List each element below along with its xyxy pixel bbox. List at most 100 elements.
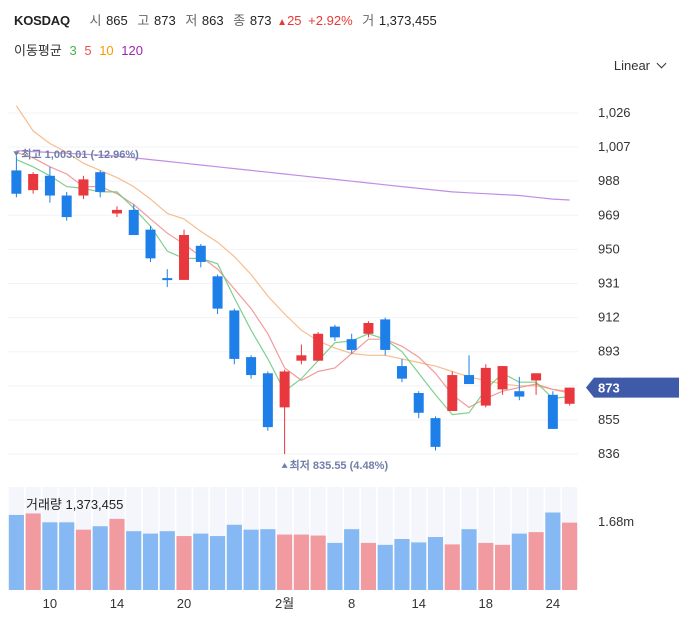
candle-body: [128, 209, 139, 236]
candle-body: [61, 195, 72, 218]
candle-body: [279, 371, 290, 408]
candle-body: [212, 276, 223, 309]
candle-body: [547, 394, 558, 429]
last-price-label: 873: [598, 381, 620, 396]
candle-body: [514, 391, 525, 397]
low-marker-icon: [281, 462, 288, 468]
volume-panel-title: 거래량 1,373,455: [26, 494, 123, 513]
date-tick-label: 10: [43, 596, 57, 611]
date-axis: 10 14 20 2월 8 14 18 24: [43, 596, 560, 611]
date-tick-label: 18: [479, 596, 493, 611]
candle-body: [78, 179, 89, 196]
open-label: 시: [89, 13, 102, 28]
price-tick-label: 1,026: [598, 105, 631, 120]
volume-label: 거: [362, 13, 375, 28]
scale-mode-label: Linear: [613, 58, 650, 73]
candle-body: [28, 173, 39, 191]
volume-bar: [394, 538, 410, 590]
volume-bars: [8, 512, 578, 590]
low-value: 863: [201, 13, 224, 28]
candle-body: [313, 333, 324, 361]
price-tick-label: 855: [598, 412, 620, 427]
volume-bar: [377, 544, 393, 590]
volume-bar: [411, 542, 427, 590]
candle-body: [11, 170, 22, 194]
price-tick-label: 988: [598, 173, 620, 188]
volume-bar: [59, 522, 75, 590]
ma-10-label: 10: [99, 43, 114, 58]
volume-bar: [176, 536, 192, 590]
low-annotation: 최저 835.55 (4.48%): [290, 458, 389, 472]
candle-body: [162, 278, 173, 281]
annotations: 최고 1,003.01 (-12.96%) 최저 835.55 (4.48%): [13, 147, 388, 472]
high-marker-icon: [13, 151, 20, 157]
volume-bar: [277, 534, 293, 590]
volume-bar: [75, 529, 92, 590]
candle-body: [179, 235, 190, 280]
volume-bar: [444, 544, 460, 590]
candle-body: [329, 326, 340, 338]
volume-bar: [562, 522, 578, 590]
change-value: 25: [287, 13, 302, 28]
volume-bar: [25, 513, 41, 590]
candle-body: [145, 229, 156, 259]
ma3-path: [16, 159, 570, 416]
volume-bar: [159, 531, 175, 590]
volume-bar: [494, 544, 511, 590]
ma5-path: [16, 151, 570, 409]
volume-value: 1,373,455: [378, 13, 437, 28]
volume-bar: [545, 512, 561, 590]
candle-body: [413, 393, 424, 413]
volume-bar: [344, 529, 360, 590]
ma-5-line: [16, 151, 570, 409]
candles: [11, 156, 575, 455]
ma-10-line: [15, 105, 570, 392]
high-label: 고: [137, 13, 150, 28]
volume-bar: [8, 514, 24, 590]
volume-bar: [360, 542, 377, 590]
date-tick-label: 2월: [275, 596, 294, 611]
date-tick-label: 8: [348, 596, 355, 611]
ma-120-line: [16, 150, 570, 201]
volume-bar: [226, 524, 242, 590]
candle-body: [464, 375, 475, 385]
ma10-path: [15, 105, 570, 392]
volume-bar: [243, 529, 259, 590]
candle-body: [95, 172, 106, 192]
candle-body: [564, 387, 575, 404]
volume-bar: [293, 534, 309, 590]
open-value: 865: [106, 13, 128, 28]
change-up-icon: ▲: [277, 17, 288, 28]
volume-bar: [511, 533, 527, 590]
volume-bar: [209, 536, 226, 590]
candle-body: [44, 175, 55, 196]
change-percent: +2.92%: [308, 13, 353, 28]
volume-bar: [126, 531, 142, 590]
volume-bar: [142, 533, 159, 590]
low-label: 저: [185, 13, 198, 28]
moving-average-legend[interactable]: 이동평균 3 5 10 120: [14, 40, 147, 59]
candle-body: [111, 209, 122, 214]
candle-body: [229, 310, 240, 359]
volume-bar: [461, 529, 477, 590]
candle-body: [396, 366, 407, 379]
volume-bar: [42, 522, 58, 590]
candle-body: [363, 322, 374, 334]
candle-body: [195, 245, 206, 262]
ma-3-line: [16, 159, 570, 416]
date-tick-label: 14: [110, 596, 124, 611]
volume-bar: [327, 542, 343, 590]
price-tick-label: 836: [598, 446, 620, 461]
price-tick-label: 1,007: [598, 139, 631, 154]
volume-axis-tick: 1.68m: [598, 514, 634, 529]
ma-legend-title: 이동평균: [14, 43, 62, 58]
candle-body: [497, 366, 508, 390]
volume-bar: [260, 529, 276, 590]
price-tick-label: 950: [598, 241, 620, 256]
volume-panel-label: 거래량: [26, 497, 62, 512]
candle-body: [430, 418, 441, 447]
scale-mode-dropdown[interactable]: Linear: [613, 58, 667, 73]
high-annotation: 최고 1,003.01 (-12.96%): [21, 147, 139, 161]
